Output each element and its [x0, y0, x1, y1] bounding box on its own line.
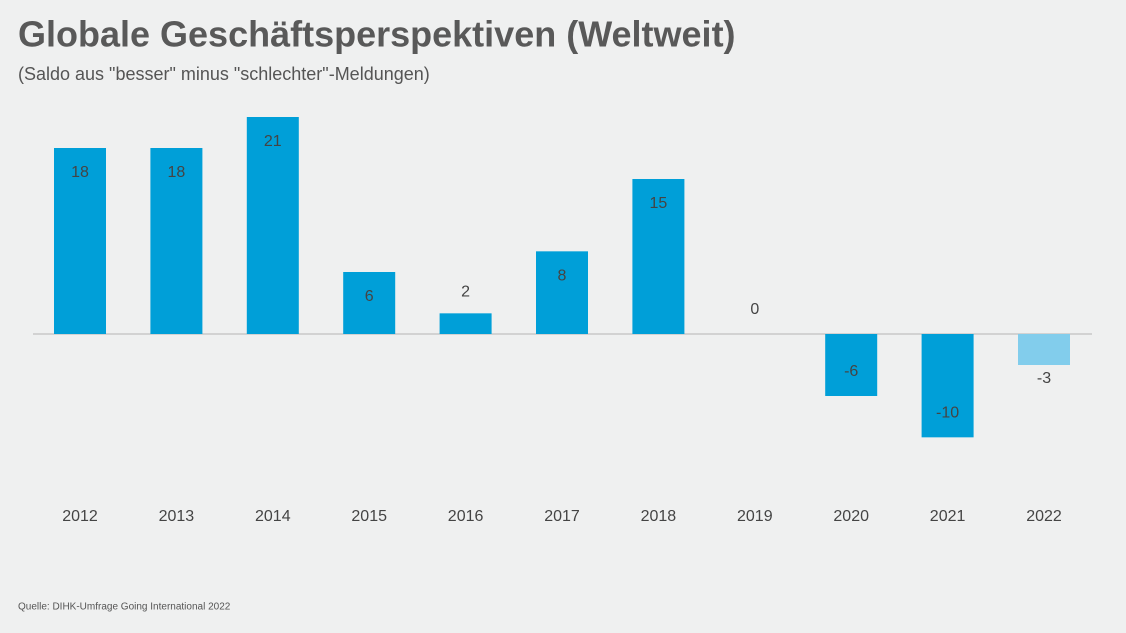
- bar: [1018, 334, 1070, 365]
- data-label: 0: [750, 301, 759, 318]
- bar: [246, 117, 299, 334]
- bar: [921, 334, 974, 438]
- x-tick-label: 2020: [833, 508, 869, 525]
- data-label: 18: [168, 164, 186, 181]
- x-tick-label: 2016: [448, 508, 484, 525]
- x-tick-label: 2014: [255, 508, 291, 525]
- bar: [825, 334, 878, 396]
- bar: [536, 251, 588, 334]
- data-label: 8: [558, 268, 567, 285]
- data-label: 15: [650, 195, 668, 212]
- data-label: 18: [71, 164, 89, 181]
- bar: [54, 148, 106, 334]
- bar: [439, 313, 492, 334]
- bar: [343, 272, 396, 334]
- x-tick-label: 2021: [930, 508, 966, 525]
- source-note: Quelle: DIHK-Umfrage Going International…: [18, 602, 231, 613]
- x-tick-label: 2019: [737, 508, 773, 525]
- x-tick-label: 2017: [544, 508, 580, 525]
- data-label: 2: [461, 284, 470, 301]
- data-label: -6: [844, 363, 858, 380]
- x-tick-label: 2012: [62, 508, 98, 525]
- x-tick-label: 2018: [641, 508, 677, 525]
- chart-subtitle: (Saldo aus "besser" minus "schlechter"-M…: [18, 64, 430, 84]
- bar: [150, 148, 203, 334]
- data-label: -3: [1037, 370, 1051, 387]
- data-label: 6: [365, 288, 374, 305]
- chart-title: Globale Geschäftsperspektiven (Weltweit): [18, 14, 736, 55]
- bar: [632, 179, 685, 334]
- data-label: -10: [936, 405, 959, 422]
- data-label: 21: [264, 133, 282, 150]
- x-tick-label: 2022: [1026, 508, 1062, 525]
- x-tick-label: 2013: [159, 508, 195, 525]
- x-tick-label: 2015: [351, 508, 387, 525]
